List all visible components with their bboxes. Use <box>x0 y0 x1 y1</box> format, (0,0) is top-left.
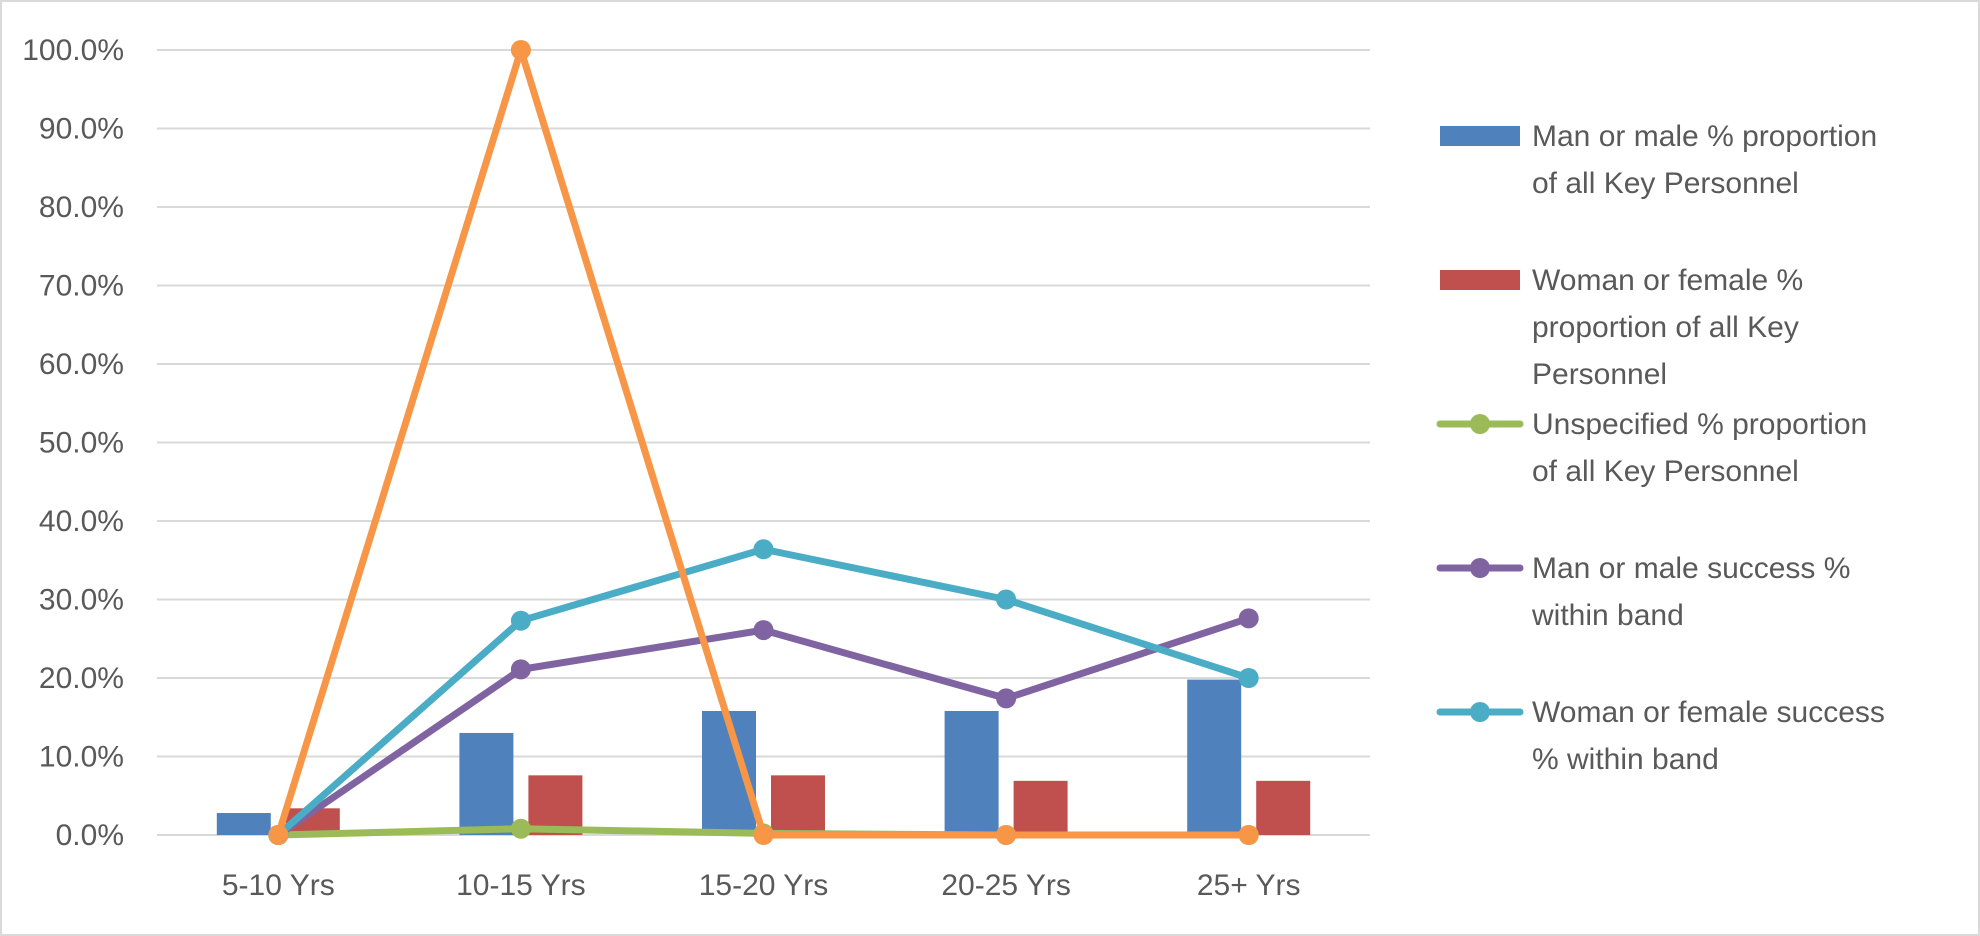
bar <box>528 775 583 835</box>
data-point <box>753 539 774 560</box>
y-tick-label: 80.0% <box>39 191 124 224</box>
data-point <box>510 610 531 631</box>
legend-label: Personnel <box>1532 358 1667 391</box>
x-tick-label: 25+ Yrs <box>1197 869 1301 902</box>
x-tick-label: 10-15 Yrs <box>456 869 586 902</box>
y-tick-label: 100.0% <box>22 34 124 67</box>
y-tick-label: 30.0% <box>39 584 124 617</box>
legend-label: Man or male success % <box>1532 552 1850 585</box>
legend-label: % within band <box>1532 743 1719 776</box>
legend-label: proportion of all Key <box>1532 311 1799 344</box>
legend-label: of all Key Personnel <box>1532 167 1799 200</box>
y-tick-label: 70.0% <box>39 270 124 303</box>
legend-marker <box>1470 414 1490 434</box>
data-point <box>1238 668 1259 688</box>
bar <box>771 775 825 835</box>
series-line <box>274 545 1253 839</box>
legend-marker <box>1470 702 1490 722</box>
y-tick-label: 10.0% <box>39 741 124 774</box>
series-line <box>274 614 1253 839</box>
y-tick-label: 0.0% <box>56 819 124 852</box>
legend-label: of all Key Personnel <box>1532 455 1799 488</box>
x-tick-label: 15-20 Yrs <box>699 869 829 902</box>
legend-label: Woman or female % <box>1532 264 1803 297</box>
legend-swatch <box>1440 126 1520 146</box>
bar <box>459 732 514 835</box>
data-point <box>753 825 774 845</box>
legend-label: within band <box>1531 599 1684 632</box>
data-point <box>510 659 531 680</box>
data-point <box>268 825 289 845</box>
legend-label: Man or male % proportion <box>1532 120 1877 153</box>
data-point <box>753 620 774 641</box>
bar <box>1013 780 1068 835</box>
data-point <box>996 825 1017 845</box>
legend-marker <box>1470 558 1490 578</box>
data-point <box>510 818 531 839</box>
y-tick-label: 20.0% <box>39 662 124 695</box>
x-tick-label: 20-25 Yrs <box>941 869 1071 902</box>
data-point <box>1238 608 1259 629</box>
bar <box>944 710 999 835</box>
data-point <box>996 688 1017 709</box>
y-tick-label: 90.0% <box>39 113 124 146</box>
bar <box>216 813 271 835</box>
data-point <box>1238 825 1259 845</box>
y-tick-label: 40.0% <box>39 505 124 538</box>
data-point <box>510 40 531 60</box>
y-tick-label: 60.0% <box>39 348 124 381</box>
y-tick-label: 50.0% <box>39 427 124 460</box>
legend-swatch <box>1440 270 1520 290</box>
x-tick-label: 5-10 Yrs <box>222 869 335 902</box>
legend-label: Unspecified % proportion <box>1532 408 1867 441</box>
data-point <box>996 589 1017 610</box>
legend-label: Woman or female success <box>1532 696 1885 729</box>
bar <box>1187 679 1242 835</box>
bar <box>1256 780 1311 835</box>
